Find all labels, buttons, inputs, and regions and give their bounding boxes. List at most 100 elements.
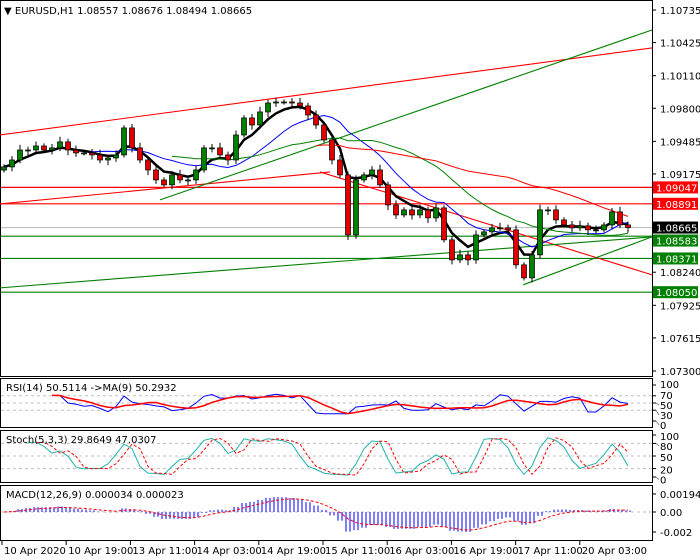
candle-body[interactable] <box>465 254 471 261</box>
candle-body[interactable] <box>313 114 319 126</box>
price-label: 1.09047 <box>656 183 697 194</box>
candle-body[interactable] <box>289 101 295 104</box>
candle-body[interactable] <box>457 254 463 261</box>
candle-body[interactable] <box>521 264 527 279</box>
stoch-label: Stoch(5,3,3) 29.8649 47.0307 <box>6 435 157 446</box>
candle-body[interactable] <box>529 254 535 279</box>
candle-body[interactable] <box>409 209 415 216</box>
candle-body[interactable] <box>201 147 207 171</box>
candle-body[interactable] <box>137 147 143 161</box>
candle-body[interactable] <box>513 229 519 266</box>
candle-body[interactable] <box>329 139 335 161</box>
candle-body[interactable] <box>113 154 119 159</box>
candle-body[interactable] <box>185 179 191 182</box>
rsi-panel[interactable]: RSI(14) 50.5114 ->MA(9) 50.2932 <box>0 378 653 428</box>
candle-body[interactable] <box>561 219 567 226</box>
candle-body[interactable] <box>305 105 311 116</box>
candle-body[interactable] <box>233 134 239 161</box>
candle-body[interactable] <box>345 174 351 236</box>
trend-line[interactable] <box>0 171 331 205</box>
candle-body[interactable] <box>241 117 247 136</box>
candle-body[interactable] <box>505 227 511 231</box>
trend-line[interactable] <box>0 236 653 289</box>
time-label: 14 Apr 03:00 <box>197 546 262 557</box>
candle-body[interactable] <box>57 141 63 149</box>
candle-body[interactable] <box>257 111 263 126</box>
candle-body[interactable] <box>97 154 103 161</box>
candle-body[interactable] <box>65 141 71 151</box>
candle-body[interactable] <box>297 102 303 107</box>
candle-body[interactable] <box>617 211 623 226</box>
candle-body[interactable] <box>625 224 631 228</box>
candle-body[interactable] <box>121 127 127 156</box>
candle-body[interactable] <box>377 169 383 186</box>
candle-body[interactable] <box>129 127 135 149</box>
candle-body[interactable] <box>417 209 423 216</box>
candle-body[interactable] <box>89 152 95 156</box>
candle-body[interactable] <box>337 159 343 176</box>
trend-line[interactable] <box>159 29 653 201</box>
candle-body[interactable] <box>1 166 7 171</box>
candle-body[interactable] <box>585 225 591 231</box>
macd-panel[interactable]: MACD(12,26,9) 0.000034 0.000023 <box>0 485 653 541</box>
candle-body[interactable] <box>41 145 47 151</box>
candle-body[interactable] <box>361 174 367 181</box>
candle-body[interactable] <box>401 209 407 216</box>
candle-body[interactable] <box>217 147 223 156</box>
candle-body[interactable] <box>321 124 327 141</box>
candle-body[interactable] <box>577 225 583 229</box>
candle-body[interactable] <box>193 169 199 181</box>
candle-body[interactable] <box>489 227 495 233</box>
price-panel[interactable]: ▼ EURUSD,H1 1.08557 1.08676 1.08494 1.08… <box>0 0 653 377</box>
candle-body[interactable] <box>433 207 439 219</box>
candle-body[interactable] <box>537 209 543 256</box>
collapse-triangle-icon[interactable]: ▼ <box>4 6 15 17</box>
stoch-panel[interactable]: Stoch(5,3,3) 29.8649 47.0307 <box>0 430 653 483</box>
candle-body[interactable] <box>593 229 599 232</box>
candle-body[interactable] <box>105 157 111 161</box>
price-axis[interactable]: 1.10735 1.10425 1.10110 1.09800 1.09485 1.091… <box>652 6 700 378</box>
trend-line[interactable] <box>0 47 653 136</box>
candle-body[interactable] <box>49 147 55 151</box>
candle-body[interactable] <box>569 224 575 229</box>
candle-body[interactable] <box>265 102 271 113</box>
candle-body[interactable] <box>281 101 287 104</box>
candle-body[interactable] <box>17 149 23 161</box>
candle-body[interactable] <box>369 169 375 176</box>
candle-body[interactable] <box>25 149 31 152</box>
candle-body[interactable] <box>249 117 255 126</box>
candle-body[interactable] <box>169 174 175 186</box>
stoch-main-line <box>27 437 629 476</box>
indicator-tick-leader <box>655 420 660 426</box>
candle-body[interactable] <box>441 207 447 241</box>
candle-body[interactable] <box>81 152 87 155</box>
candle-body[interactable] <box>161 179 167 186</box>
trend-line[interactable] <box>523 236 653 286</box>
candle-body[interactable] <box>209 147 215 150</box>
candle-body[interactable] <box>545 209 551 212</box>
candle-body[interactable] <box>553 209 559 221</box>
candle-body[interactable] <box>497 227 503 230</box>
candle-body[interactable] <box>225 154 231 161</box>
candle-body[interactable] <box>393 204 399 216</box>
candle-body[interactable] <box>153 169 159 181</box>
candle-body[interactable] <box>145 159 151 171</box>
candle-body[interactable] <box>481 231 487 236</box>
candle-body[interactable] <box>385 184 391 206</box>
candle-body[interactable] <box>425 209 431 219</box>
rsi-ma-line <box>51 394 629 415</box>
candle-body[interactable] <box>609 211 615 226</box>
candle-body[interactable] <box>473 234 479 261</box>
candle-body[interactable] <box>273 101 279 104</box>
candle-body[interactable] <box>73 149 79 154</box>
candle-body[interactable] <box>353 179 359 236</box>
candle-body[interactable] <box>33 145 39 151</box>
candle-body[interactable] <box>449 239 455 261</box>
candle-body[interactable] <box>9 159 15 168</box>
time-label: 17 Apr 11:00 <box>518 546 583 557</box>
candle-body[interactable] <box>177 174 183 181</box>
indicator-level-label: 50 <box>660 453 673 464</box>
candle-body[interactable] <box>601 224 607 231</box>
